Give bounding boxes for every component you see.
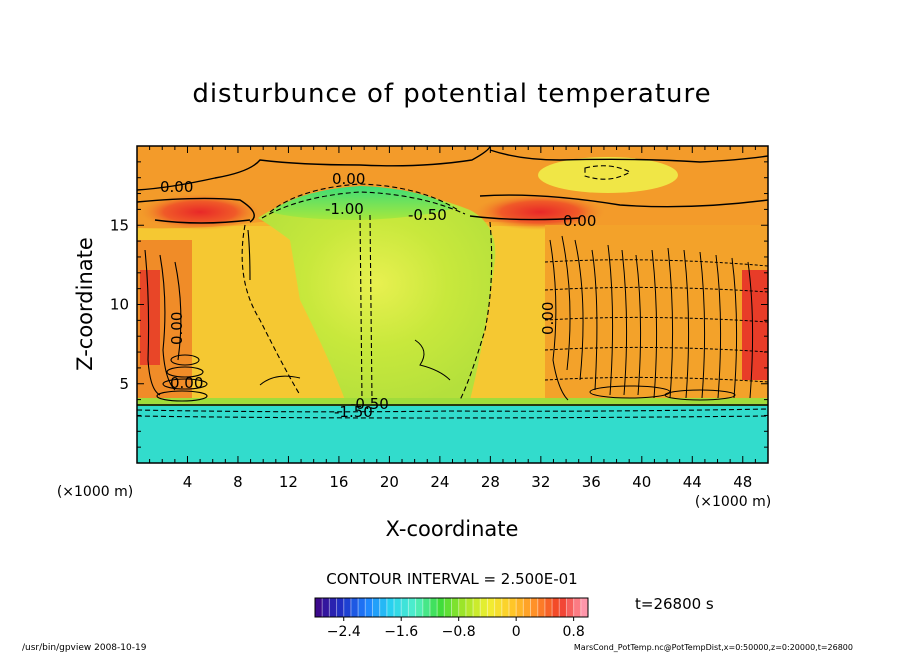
colorbar-cell [501, 598, 510, 617]
contour-label: -0.50 [408, 206, 447, 224]
x-tick-label: 44 [683, 473, 702, 491]
contour-label: 0.00 [539, 302, 557, 335]
x-tick-label: 32 [531, 473, 550, 491]
colorbar-cell [329, 598, 338, 617]
field-lower-transition [137, 398, 768, 406]
colorbar-cell [372, 598, 381, 617]
left-column-contours [144, 229, 251, 402]
colorbar-cell [573, 598, 582, 617]
x-tick-label: 20 [380, 473, 399, 491]
y-axis-ticks: 5 10 15 [110, 161, 768, 448]
colorbar-cell [437, 598, 445, 617]
colorbar-cell [480, 598, 488, 617]
colorbar-cell [336, 598, 345, 617]
contour-label: -1.50 [334, 403, 373, 421]
field-yellow-patch [538, 157, 678, 193]
colorbar-cell [379, 598, 388, 617]
field-cold-cap [270, 186, 455, 220]
footer-left: /usr/bin/gpview 2008-10-19 [22, 643, 147, 653]
colorbar-tick-label: 0.8 [562, 624, 584, 640]
colorbar-cell [415, 598, 424, 617]
x-tick-label: 28 [481, 473, 500, 491]
colorbar-tick-label: −0.8 [442, 624, 476, 640]
x-axis-ticks: 4 8 12 16 20 24 28 32 36 40 44 48 [149, 146, 756, 491]
colorbar-cell [465, 598, 474, 617]
contour-label: 0.00 [563, 212, 596, 230]
field-hot-right [475, 194, 605, 230]
colorbar-cell [408, 598, 417, 617]
contour-label: 0.00 [332, 170, 365, 188]
x-tick-label: 8 [233, 473, 243, 491]
x-tick-label: 24 [430, 473, 449, 491]
field-left-hot [140, 270, 160, 365]
x-unit-label: (×1000 m) [695, 494, 771, 510]
colorbar-cell [544, 598, 553, 617]
colorbar-cell [458, 598, 467, 617]
plot-area: 0.00 0.00 0.00 -1.00 -0.50 -0.50 -1.50 0… [137, 146, 768, 463]
colorbar-cell [350, 598, 359, 617]
colorbar-cell [566, 598, 575, 617]
colorbar-cell [523, 598, 532, 617]
colorbar-cell [429, 598, 438, 617]
colorbar-frame [314, 597, 589, 618]
contour-label: 0.00 [160, 178, 193, 196]
colorbar-cell [365, 598, 373, 617]
y-tick-label: 15 [110, 216, 129, 234]
contour-label: 0.00 [170, 374, 203, 392]
x-tick-label: 4 [183, 473, 193, 491]
field-right-hot [742, 270, 768, 380]
y-tick-label: 5 [119, 375, 129, 393]
contour-labels: 0.00 0.00 0.00 -1.00 -0.50 -0.50 -1.50 0… [160, 170, 596, 421]
colorbar-cell [473, 598, 481, 617]
colorbar-cell [322, 598, 330, 617]
colorbar-cell [394, 598, 402, 617]
colorbar-tick-label: −1.6 [384, 624, 418, 640]
chart-title: disturbunce of potential temperature [192, 79, 711, 109]
contour-label: 0.00 [168, 312, 186, 345]
footer-right: MarsCond_PotTemp.nc@PotTempDist,x=0:5000… [574, 643, 853, 652]
colorbar-cell [315, 598, 323, 617]
colorbar-cell [537, 598, 546, 617]
dashed-contours [137, 165, 768, 419]
x-tick-label: 48 [733, 473, 752, 491]
colorbar-tick-label: −2.4 [327, 624, 361, 640]
field-lower-layer [137, 404, 768, 463]
y-axis-label: Z-coordinate [73, 237, 97, 371]
x-axis-label: X-coordinate [386, 517, 519, 541]
colorbar-cell [508, 598, 517, 617]
colorbar-cell [451, 598, 460, 617]
colorbar-cell [580, 598, 589, 617]
colorbar-cell [552, 598, 560, 617]
colorbar-tick-label: 0 [512, 624, 521, 640]
contour-lines [137, 146, 768, 406]
x-tick-label: 16 [329, 473, 348, 491]
field-central-dome [258, 188, 496, 400]
contour-label: -0.50 [350, 395, 389, 413]
contour-interval: CONTOUR INTERVAL = 2.500E-01 [326, 570, 577, 588]
field-hot-left [140, 194, 260, 230]
x-tick-label: 40 [632, 473, 651, 491]
colorbar-cell [516, 598, 524, 617]
colorbar-cell [386, 598, 395, 617]
colorbar-cell [559, 598, 567, 617]
colorbar-cell [343, 598, 352, 617]
right-turbulent-contours [259, 235, 768, 401]
colorbar-cell [358, 598, 366, 617]
colorbar-cell [530, 598, 539, 617]
x-tick-label: 36 [582, 473, 601, 491]
colorbar-cell [487, 598, 496, 617]
colorbar [314, 598, 589, 617]
z-unit-label: (×1000 m) [57, 484, 133, 500]
colorbar-cell [494, 598, 503, 617]
time-label: t=26800 s [635, 595, 714, 613]
contour-label: -1.00 [325, 200, 364, 218]
colorbar-cell [422, 598, 431, 617]
colorbar-cell [444, 598, 452, 617]
colorbar-cell [401, 598, 409, 617]
x-tick-label: 12 [279, 473, 298, 491]
colorbar-ticks: −2.4 −1.6 −0.8 0 0.8 [327, 617, 585, 640]
y-tick-label: 10 [110, 296, 129, 314]
